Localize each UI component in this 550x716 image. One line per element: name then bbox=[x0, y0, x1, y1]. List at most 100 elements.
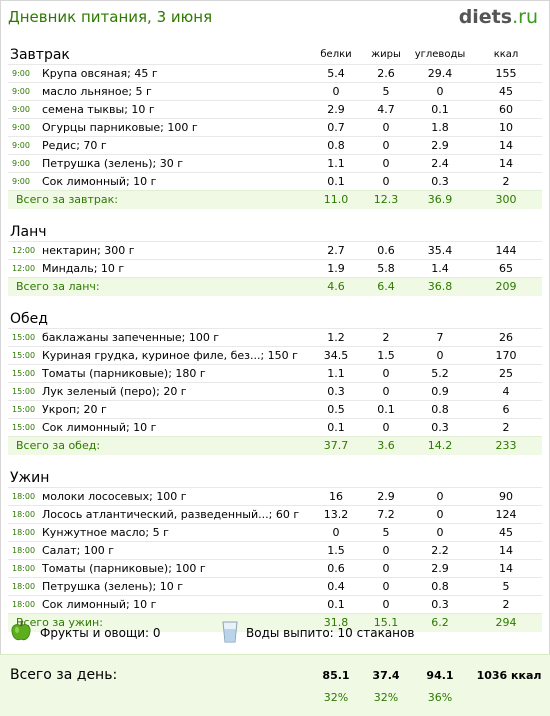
food-protein: 0.1 bbox=[327, 175, 345, 188]
food-time: 18:00 bbox=[12, 510, 36, 519]
food-time: 15:00 bbox=[12, 405, 36, 414]
food-carbs: 0.8 bbox=[431, 580, 449, 593]
food-name: баклажаны запеченные; 100 г bbox=[42, 331, 220, 344]
site-logo[interactable]: diets.ru bbox=[459, 6, 538, 28]
meal-total-carbs: 14.2 bbox=[427, 439, 453, 452]
food-row[interactable]: 9:00 Огурцы парниковые; 100 г 0.7 0 1.8 10 bbox=[8, 118, 542, 136]
food-fat: 0 bbox=[382, 367, 390, 380]
food-name: Томаты (парниковые); 180 г bbox=[42, 367, 206, 380]
food-protein: 0.1 bbox=[327, 598, 345, 611]
food-kcal: 10 bbox=[499, 121, 513, 134]
food-time: 12:00 bbox=[12, 246, 36, 255]
meal-total-row: Всего за обед: 37.7 3.6 14.2 233 bbox=[8, 436, 542, 455]
food-row[interactable]: 12:00 нектарин; 300 г 2.7 0.6 35.4 144 bbox=[8, 241, 542, 259]
food-row[interactable]: 9:00 Сок лимонный; 10 г 0.1 0 0.3 2 bbox=[8, 172, 542, 190]
food-fat: 0 bbox=[382, 157, 390, 170]
meal-total-fat: 12.3 bbox=[373, 193, 399, 206]
day-total-fat: 37.4 bbox=[372, 669, 400, 682]
food-kcal: 90 bbox=[499, 490, 513, 503]
food-row[interactable]: 9:00 Крупа овсяная; 45 г 5.4 2.6 29.4 155 bbox=[8, 64, 542, 82]
food-row[interactable]: 18:00 Салат; 100 г 1.5 0 2.2 14 bbox=[8, 541, 542, 559]
meal-section: Ланч 12:00 нектарин; 300 г 2.7 0.6 35.4 144 12:… bbox=[8, 217, 542, 304]
food-row[interactable]: 18:00 молоки лососевых; 100 г 16 2.9 0 90 bbox=[8, 487, 542, 505]
food-fat: 0 bbox=[382, 139, 390, 152]
food-row[interactable]: 9:00 Редис; 70 г 0.8 0 2.9 14 bbox=[8, 136, 542, 154]
food-kcal: 14 bbox=[499, 544, 513, 557]
day-total-carbs: 94.1 bbox=[426, 669, 454, 682]
food-time: 18:00 bbox=[12, 582, 36, 591]
food-row[interactable]: 9:00 семена тыквы; 10 г 2.9 4.7 0.1 60 bbox=[8, 100, 542, 118]
food-name: Сок лимонный; 10 г bbox=[42, 598, 157, 611]
meal-name: Ланч bbox=[10, 224, 47, 240]
food-protein: 0.7 bbox=[327, 121, 345, 134]
food-carbs: 1.8 bbox=[431, 121, 449, 134]
food-name: нектарин; 300 г bbox=[42, 244, 135, 257]
meal-total-fat: 3.6 bbox=[377, 439, 395, 452]
food-kcal: 14 bbox=[499, 562, 513, 575]
meal-name: Ужин bbox=[10, 470, 50, 486]
header: Дневник питания, 3 июня diets.ru bbox=[0, 0, 550, 36]
food-kcal: 14 bbox=[499, 157, 513, 170]
water-glass-icon bbox=[222, 621, 238, 643]
food-row[interactable]: 15:00 Томаты (парниковые); 180 г 1.1 0 5.2 25 bbox=[8, 364, 542, 382]
food-name: Лук зеленый (перо); 20 г bbox=[42, 385, 187, 398]
food-protein: 2.9 bbox=[327, 103, 345, 116]
food-row[interactable]: 15:00 Куриная грудка, куриное филе, без..… bbox=[8, 346, 542, 364]
food-protein: 34.5 bbox=[323, 349, 349, 362]
food-carbs: 2.9 bbox=[431, 562, 449, 575]
meal-total-row: Всего за ланч: 4.6 6.4 36.8 209 bbox=[8, 277, 542, 296]
food-row[interactable]: 18:00 Сок лимонный; 10 г 0.1 0 0.3 2 bbox=[8, 595, 542, 613]
day-total-protein: 85.1 bbox=[322, 669, 350, 682]
food-carbs: 0.3 bbox=[431, 421, 449, 434]
food-protein: 1.9 bbox=[327, 262, 345, 275]
meal-header: Обед bbox=[8, 304, 542, 328]
meal-total-label: Всего за ланч: bbox=[16, 280, 100, 293]
food-protein: 0.1 bbox=[327, 421, 345, 434]
food-protein: 1.2 bbox=[327, 331, 345, 344]
food-fat: 0 bbox=[382, 562, 390, 575]
food-protein: 1.5 bbox=[327, 544, 345, 557]
day-fat-percent: 32% bbox=[373, 691, 399, 704]
extras-bar: Фрукты и овощи: 0 Воды выпито: 10 стакан… bbox=[10, 620, 540, 646]
food-carbs: 0 bbox=[436, 85, 444, 98]
food-time: 15:00 bbox=[12, 369, 36, 378]
food-kcal: 2 bbox=[502, 421, 510, 434]
food-carbs: 2.4 bbox=[431, 157, 449, 170]
meal-header: Завтрак белки жиры углеводы ккал bbox=[8, 40, 542, 64]
food-name: Огурцы парниковые; 100 г bbox=[42, 121, 198, 134]
food-row[interactable]: 12:00 Миндаль; 10 г 1.9 5.8 1.4 65 bbox=[8, 259, 542, 277]
food-time: 15:00 bbox=[12, 387, 36, 396]
day-total-kcal: 1036 ккал bbox=[476, 669, 542, 682]
food-kcal: 155 bbox=[495, 67, 517, 80]
food-kcal: 2 bbox=[502, 175, 510, 188]
food-row[interactable]: 18:00 Лосось атлантический, разведенный..… bbox=[8, 505, 542, 523]
food-fat: 2 bbox=[382, 331, 390, 344]
column-header-protein: белки bbox=[320, 49, 352, 60]
food-kcal: 5 bbox=[502, 580, 510, 593]
food-row[interactable]: 18:00 Петрушка (зелень); 10 г 0.4 0 0.8 5 bbox=[8, 577, 542, 595]
food-fat: 0 bbox=[382, 121, 390, 134]
food-protein: 0.4 bbox=[327, 580, 345, 593]
meal-total-carbs: 36.9 bbox=[427, 193, 453, 206]
food-protein: 5.4 bbox=[327, 67, 345, 80]
food-name: масло льняное; 5 г bbox=[42, 85, 152, 98]
food-time: 15:00 bbox=[12, 333, 36, 342]
meal-spacer bbox=[8, 455, 542, 463]
meal-total-row: Всего за ужин: 31.8 15.1 6.2 294 bbox=[8, 613, 542, 632]
food-protein: 0.5 bbox=[327, 403, 345, 416]
food-row[interactable]: 9:00 Петрушка (зелень); 30 г 1.1 0 2.4 14 bbox=[8, 154, 542, 172]
food-name: Кунжутное масло; 5 г bbox=[42, 526, 169, 539]
food-row[interactable]: 15:00 Укроп; 20 г 0.5 0.1 0.8 6 bbox=[8, 400, 542, 418]
food-row[interactable]: 18:00 Томаты (парниковые); 100 г 0.6 0 2.9 14 bbox=[8, 559, 542, 577]
meal-section: Обед 15:00 баклажаны запеченные; 100 г 1.2 2… bbox=[8, 304, 542, 463]
food-kcal: 25 bbox=[499, 367, 513, 380]
food-time: 18:00 bbox=[12, 528, 36, 537]
food-row[interactable]: 18:00 Кунжутное масло; 5 г 0 5 0 45 bbox=[8, 523, 542, 541]
food-carbs: 2.2 bbox=[431, 544, 449, 557]
food-row[interactable]: 9:00 масло льняное; 5 г 0 5 0 45 bbox=[8, 82, 542, 100]
food-row[interactable]: 15:00 баклажаны запеченные; 100 г 1.2 2 7 26 bbox=[8, 328, 542, 346]
food-row[interactable]: 15:00 Лук зеленый (перо); 20 г 0.3 0 0.9 4 bbox=[8, 382, 542, 400]
food-fat: 7.2 bbox=[377, 508, 395, 521]
food-row[interactable]: 15:00 Сок лимонный; 10 г 0.1 0 0.3 2 bbox=[8, 418, 542, 436]
food-name: Салат; 100 г bbox=[42, 544, 115, 557]
